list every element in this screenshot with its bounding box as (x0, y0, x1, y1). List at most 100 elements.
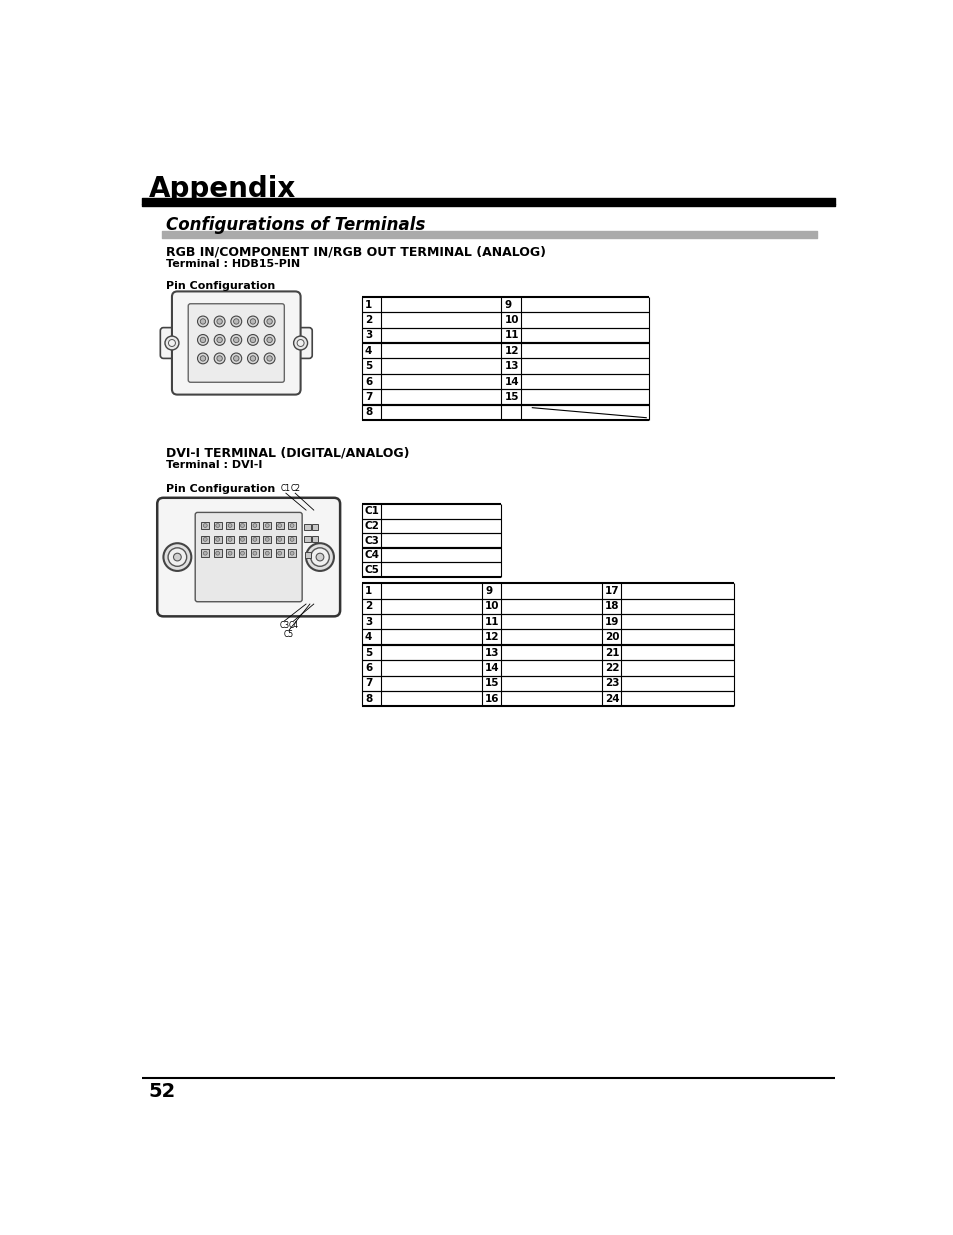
Circle shape (267, 319, 272, 324)
Text: C1: C1 (365, 506, 379, 516)
Bar (226, 536, 233, 543)
Bar (251, 550, 258, 557)
Circle shape (233, 319, 239, 324)
Circle shape (240, 551, 244, 556)
Circle shape (267, 337, 272, 342)
Circle shape (168, 548, 187, 567)
Circle shape (200, 319, 206, 324)
Circle shape (214, 353, 225, 364)
Text: 2: 2 (365, 315, 372, 325)
Bar (305, 552, 311, 558)
Bar (251, 521, 258, 530)
FancyBboxPatch shape (172, 291, 300, 395)
Text: C2: C2 (365, 521, 379, 531)
Text: 9: 9 (504, 300, 511, 310)
Text: 6: 6 (365, 377, 372, 387)
Circle shape (253, 537, 256, 541)
Circle shape (311, 548, 329, 567)
Circle shape (265, 524, 269, 527)
Text: 4: 4 (365, 632, 372, 642)
Circle shape (163, 543, 192, 571)
Text: 10: 10 (504, 315, 518, 325)
Circle shape (294, 336, 307, 350)
Bar (263, 550, 271, 557)
Circle shape (277, 524, 281, 527)
Circle shape (233, 337, 239, 342)
Text: Pin Configuration: Pin Configuration (166, 280, 274, 290)
Circle shape (247, 353, 258, 364)
Text: 11: 11 (484, 616, 499, 626)
Circle shape (215, 524, 219, 527)
Circle shape (203, 551, 207, 556)
Text: C3: C3 (365, 536, 379, 546)
Text: 17: 17 (604, 585, 619, 597)
Text: 7: 7 (365, 391, 372, 401)
Text: 24: 24 (604, 694, 619, 704)
Text: 9: 9 (484, 585, 492, 597)
Bar (263, 536, 271, 543)
Text: Pin Configuration: Pin Configuration (166, 484, 274, 494)
Circle shape (250, 337, 255, 342)
Circle shape (214, 335, 225, 346)
Bar (288, 521, 295, 530)
Bar (213, 521, 221, 530)
Circle shape (264, 353, 274, 364)
Text: 11: 11 (504, 330, 518, 341)
Text: C1: C1 (280, 484, 291, 493)
Text: 12: 12 (504, 346, 518, 356)
Text: C2: C2 (290, 484, 300, 493)
Text: C4: C4 (365, 550, 379, 561)
Bar (213, 550, 221, 557)
Circle shape (250, 356, 255, 361)
Circle shape (228, 551, 232, 556)
Text: 5: 5 (365, 361, 372, 370)
Text: 16: 16 (484, 694, 499, 704)
Bar (263, 521, 271, 530)
Circle shape (197, 316, 208, 327)
Text: 15: 15 (504, 391, 518, 401)
Text: 10: 10 (484, 601, 499, 611)
Text: 21: 21 (604, 647, 619, 657)
Bar (275, 521, 283, 530)
Bar (213, 536, 221, 543)
Text: 52: 52 (149, 1082, 175, 1102)
Bar (238, 521, 246, 530)
Bar (288, 536, 295, 543)
Bar (201, 536, 209, 543)
Bar (251, 536, 258, 543)
Text: 22: 22 (604, 663, 619, 673)
Bar (304, 536, 311, 542)
Circle shape (264, 316, 274, 327)
Bar (238, 536, 246, 543)
Text: 20: 20 (604, 632, 619, 642)
Text: DVI-I TERMINAL (DIGITAL/ANALOG): DVI-I TERMINAL (DIGITAL/ANALOG) (166, 447, 409, 459)
Circle shape (169, 340, 175, 347)
Circle shape (253, 551, 256, 556)
FancyBboxPatch shape (157, 498, 340, 616)
Circle shape (264, 335, 274, 346)
Text: 1: 1 (365, 585, 372, 597)
Text: 12: 12 (484, 632, 499, 642)
Text: 3: 3 (365, 330, 372, 341)
Circle shape (231, 316, 241, 327)
Text: 14: 14 (484, 663, 499, 673)
Text: RGB IN/COMPONENT IN/RGB OUT TERMINAL (ANALOG): RGB IN/COMPONENT IN/RGB OUT TERMINAL (AN… (166, 246, 545, 259)
Circle shape (250, 319, 255, 324)
Circle shape (233, 356, 239, 361)
FancyBboxPatch shape (188, 304, 284, 383)
Text: 15: 15 (484, 678, 499, 688)
Text: 18: 18 (604, 601, 619, 611)
Text: Terminal : DVI-I: Terminal : DVI-I (166, 461, 262, 471)
Circle shape (203, 537, 207, 541)
Circle shape (231, 353, 241, 364)
Text: 2: 2 (365, 601, 372, 611)
Bar (312, 536, 318, 542)
Text: C3: C3 (279, 621, 289, 630)
Circle shape (277, 551, 281, 556)
Text: 8: 8 (365, 694, 372, 704)
Circle shape (277, 537, 281, 541)
Circle shape (228, 524, 232, 527)
Text: 13: 13 (484, 647, 499, 657)
Bar (201, 521, 209, 530)
Circle shape (315, 553, 323, 561)
